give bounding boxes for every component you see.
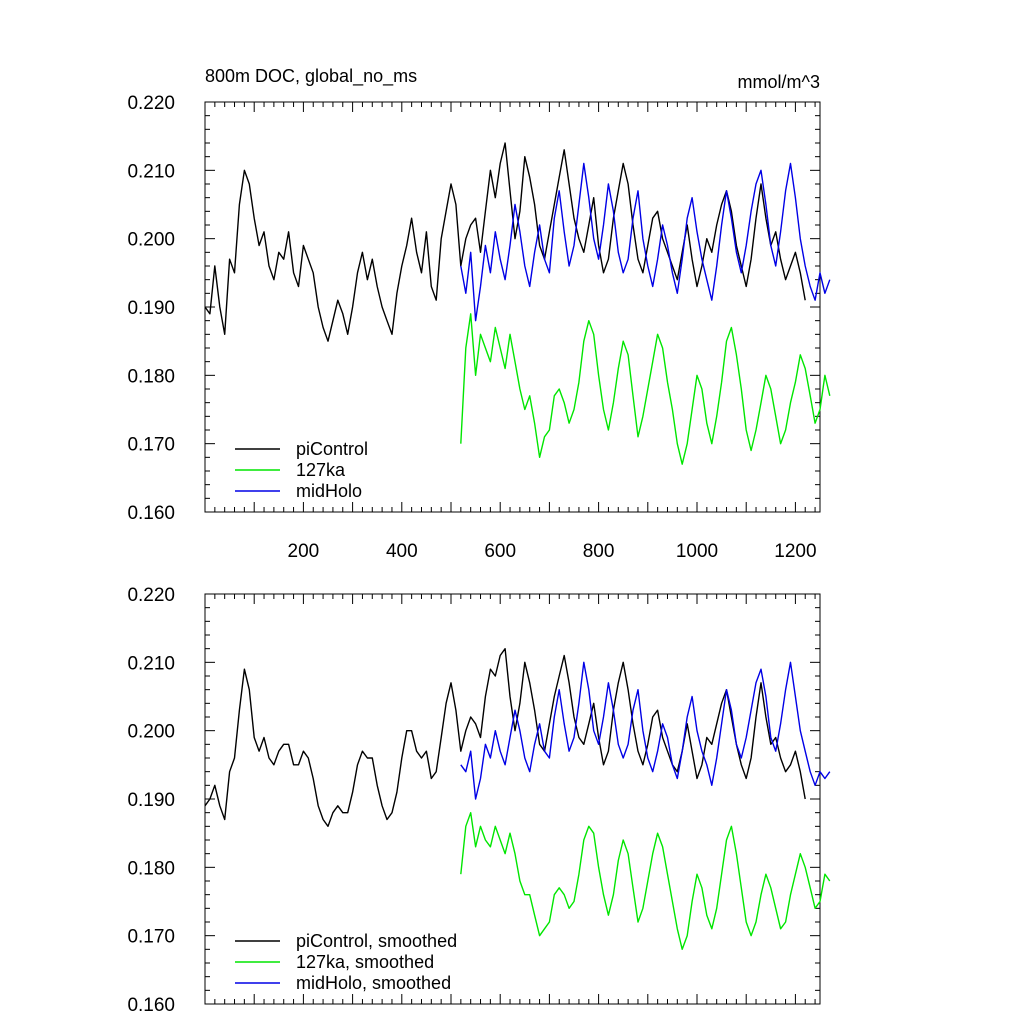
bottom-legend: piControl, smoothed 127ka, smoothed midH… xyxy=(235,931,457,993)
top-legend: piControl 127ka midHolo xyxy=(235,439,368,501)
y-tick-label: 0.190 xyxy=(127,298,175,319)
y-tick-label: 0.220 xyxy=(127,93,175,114)
y-tick-label: 0.160 xyxy=(127,995,175,1016)
bottom-panel: 0.160 0.170 0.180 0.190 0.200 0.210 0.220 piCo… xyxy=(127,585,831,1016)
series-line-midholo xyxy=(460,162,831,322)
series-line-picontrol-smoothed xyxy=(204,648,806,827)
x-tick-label: 1200 xyxy=(774,541,816,562)
legend-label-midholo: midHolo xyxy=(296,481,362,501)
y-tick-label: 0.200 xyxy=(127,722,175,743)
y-tick-label: 0.210 xyxy=(127,653,175,674)
bottom-y-axis: 0.160 0.170 0.180 0.190 0.200 0.210 0.220 xyxy=(127,585,820,1016)
bottom-x-axis xyxy=(214,594,816,1004)
y-tick-label: 0.160 xyxy=(127,503,175,524)
y-tick-label: 0.200 xyxy=(127,230,175,251)
legend-label-midholo-smoothed: midHolo, smoothed xyxy=(296,973,451,993)
top-series xyxy=(204,142,831,465)
y-tick-label: 0.180 xyxy=(127,366,175,387)
y-tick-label: 0.220 xyxy=(127,585,175,606)
legend-label-picontrol: piControl xyxy=(296,439,368,459)
y-tick-label: 0.190 xyxy=(127,790,175,811)
y-tick-label: 0.180 xyxy=(127,858,175,879)
top-panel: 800m DOC, global_no_ms mmol/m^3 0.1600.1… xyxy=(127,66,831,562)
x-tick-label: 400 xyxy=(386,541,418,562)
x-tick-label: 800 xyxy=(583,541,615,562)
series-line-midholo-smoothed xyxy=(460,661,831,800)
y-tick-label: 0.170 xyxy=(127,927,175,948)
x-tick-label: 200 xyxy=(288,541,320,562)
y-tick-label: 0.170 xyxy=(127,435,175,456)
y-tick-label: 0.210 xyxy=(127,161,175,182)
top-units-label: mmol/m^3 xyxy=(738,72,820,92)
top-y-axis: 0.160 0.170 0.180 0.190 0.200 0.210 0.220 xyxy=(127,93,820,524)
series-line-127ka-smoothed xyxy=(460,812,831,950)
legend-label-127ka: 127ka xyxy=(296,460,346,480)
legend-label-picontrol-smoothed: piControl, smoothed xyxy=(296,931,457,951)
series-line-127ka xyxy=(460,313,831,465)
top-x-axis: 200 400 600 800 1000 1200 xyxy=(214,102,817,562)
top-chart-title: 800m DOC, global_no_ms xyxy=(205,66,417,87)
bottom-series xyxy=(204,648,831,950)
x-tick-label: 600 xyxy=(484,541,516,562)
series-line-picontrol xyxy=(204,142,806,342)
x-tick-label: 1000 xyxy=(676,541,718,562)
legend-label-127ka-smoothed: 127ka, smoothed xyxy=(296,952,434,972)
